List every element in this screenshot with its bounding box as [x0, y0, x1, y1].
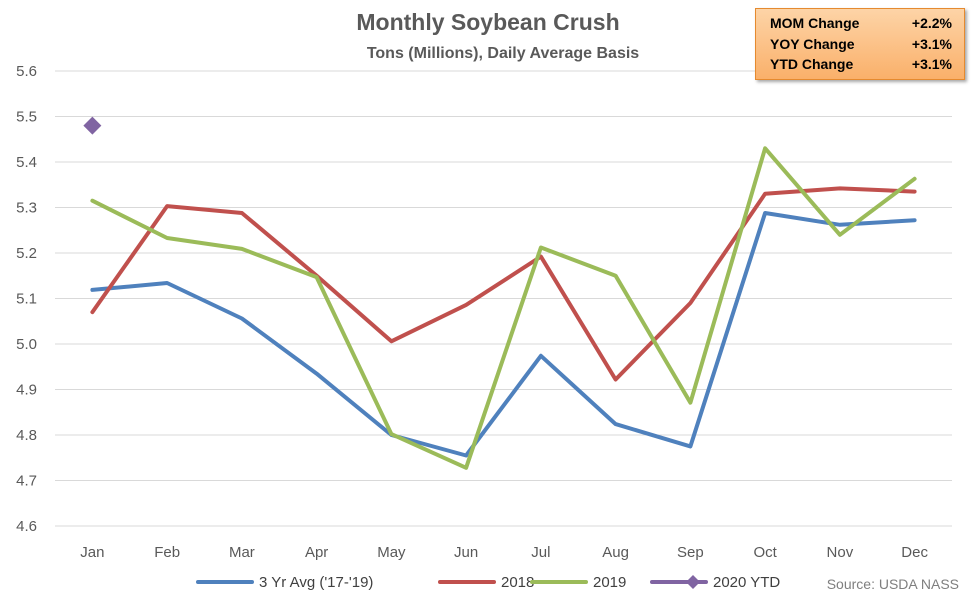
legend-label-2019: 2019	[593, 574, 626, 591]
y-tick-label: 5.5	[16, 109, 37, 126]
legend-label-3-yr-avg-17-19: 3 Yr Avg ('17-'19)	[259, 574, 373, 591]
x-tick-label: May	[377, 544, 406, 561]
x-tick-label: Sep	[677, 544, 704, 561]
stats-row-ytd: YTD Change +3.1%	[770, 56, 952, 77]
source-note: Source: USDA NASS	[827, 576, 959, 592]
y-tick-label: 5.2	[16, 245, 37, 262]
x-tick-label: Apr	[305, 544, 328, 561]
stats-value: +3.1%	[911, 56, 952, 72]
legend: 3 Yr Avg ('17-'19) 2018 2019 2020 YTD	[196, 574, 780, 591]
x-tick-label: Jul	[531, 544, 550, 561]
x-axis: Jan Feb Mar Apr May Jun Jul Aug Sep Oct Nov Dec	[80, 544, 928, 561]
y-tick-label: 5.6	[16, 63, 37, 80]
x-tick-label: Oct	[753, 544, 777, 561]
series-point-2020-ytd	[83, 116, 102, 135]
y-tick-label: 5.1	[16, 291, 37, 308]
stats-label: YOY Change	[770, 35, 855, 52]
stats-row-yoy: YOY Change +3.1%	[770, 36, 952, 57]
series-line-3-yr-avg-17-19	[90, 211, 917, 458]
x-tick-label: Jan	[80, 544, 104, 561]
stats-label: YTD Change	[770, 56, 854, 72]
x-tick-label: Dec	[901, 544, 928, 561]
plot-area	[83, 116, 917, 470]
legend-marker-2020-ytd	[686, 575, 700, 589]
y-tick-label: 4.6	[16, 518, 37, 535]
y-axis: 4.6 4.7 4.8 4.9 5.0 5.1 5.2 5.3 5.4 5.5 5.6	[16, 63, 37, 535]
legend-label-2020-ytd: 2020 YTD	[713, 574, 780, 591]
chart-title: Monthly Soybean Crush	[356, 9, 619, 35]
x-tick-label: Nov	[827, 544, 854, 561]
legend-label-2018: 2018	[501, 574, 534, 591]
x-tick-label: Aug	[602, 544, 629, 561]
chart-subtitle: Tons (Millions), Daily Average Basis	[367, 45, 639, 62]
x-tick-label: Jun	[454, 544, 478, 561]
stats-value: +3.1%	[911, 35, 952, 52]
grid	[55, 70, 952, 527]
series-line-2018	[90, 186, 917, 382]
change-stats-box: MOM Change +2.2% YOY Change +3.1% YTD Ch…	[755, 8, 965, 80]
y-tick-label: 4.7	[16, 473, 37, 490]
x-tick-label: Feb	[154, 544, 180, 561]
stats-value: +2.2%	[911, 15, 952, 31]
y-tick-label: 5.3	[16, 200, 37, 217]
y-tick-label: 4.8	[16, 427, 37, 444]
series-line-2019	[90, 146, 917, 470]
y-tick-label: 4.9	[16, 382, 37, 399]
y-tick-label: 5.0	[16, 336, 37, 353]
stats-label: MOM Change	[770, 15, 860, 31]
y-tick-label: 5.4	[16, 154, 37, 171]
stats-row-mom: MOM Change +2.2%	[770, 15, 952, 36]
x-tick-label: Mar	[229, 544, 255, 561]
